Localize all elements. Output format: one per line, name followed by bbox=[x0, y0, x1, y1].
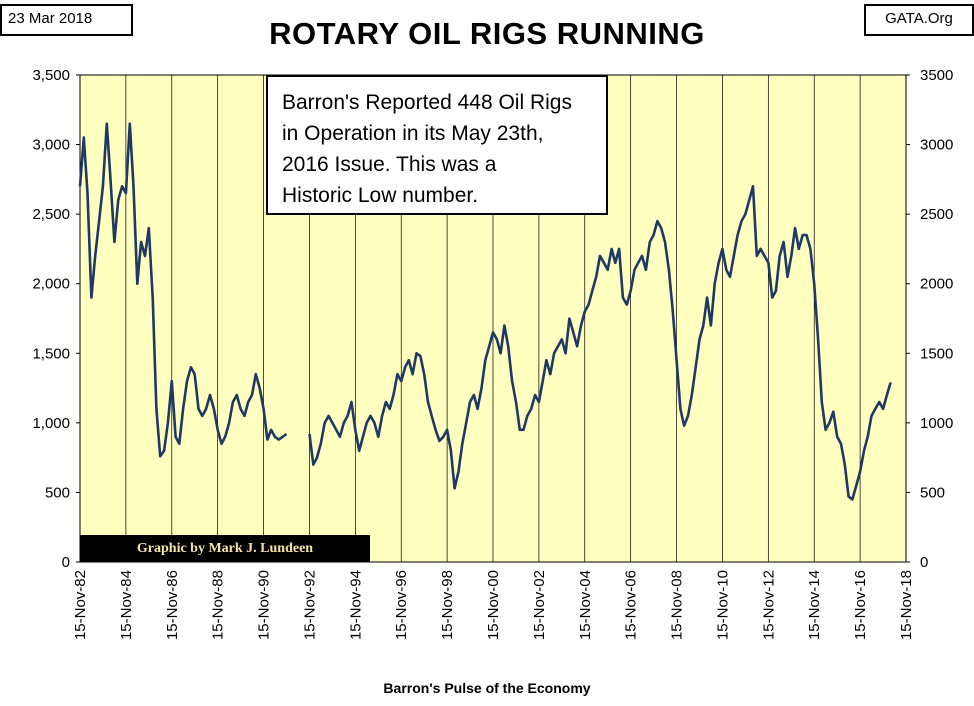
series-line bbox=[78, 122, 288, 458]
x-tick-label: 15-Nov-08 bbox=[669, 570, 686, 640]
y-tick-label-left: 0 bbox=[62, 554, 70, 571]
x-tick-label: 15-Nov-14 bbox=[806, 570, 823, 640]
credit-box: Graphic by Mark J. Lundeen bbox=[80, 535, 370, 562]
annotation-line: 2016 Issue. This was a bbox=[282, 153, 497, 176]
x-tick-label: 15-Nov-82 bbox=[72, 570, 89, 640]
x-tick-label: 15-Nov-02 bbox=[531, 570, 548, 640]
x-tick-label: 15-Nov-84 bbox=[118, 570, 135, 640]
x-tick-label: 15-Nov-16 bbox=[852, 570, 869, 640]
left-tick-labels: 0 500 1,000 1,500 2,000 2,500 3,000 3,500 bbox=[32, 67, 70, 571]
x-tick-label: 15-Nov-94 bbox=[347, 570, 364, 640]
x-tick-label: 15-Nov-18 bbox=[898, 570, 915, 640]
right-tick-labels: 0 500 1000 1500 2000 2500 3000 3500 bbox=[920, 67, 953, 571]
annotation-line: Historic Low number. bbox=[282, 184, 479, 207]
x-tick-label: 15-Nov-86 bbox=[164, 570, 181, 640]
annotation-line: in Operation in its May 23th, bbox=[282, 122, 544, 145]
y-tick-label-left: 1,500 bbox=[32, 345, 70, 362]
series-layer bbox=[78, 122, 892, 501]
x-tick-label: 15-Nov-12 bbox=[760, 570, 777, 640]
y-tick-label-right: 3500 bbox=[920, 67, 953, 84]
y-tick-label-right: 2000 bbox=[920, 276, 953, 293]
x-axis-title: Barron's Pulse of the Economy bbox=[383, 680, 591, 696]
y-tick-label-left: 500 bbox=[45, 484, 70, 501]
y-tick-label-right: 0 bbox=[920, 554, 928, 571]
x-tick-label: 15-Nov-04 bbox=[577, 570, 594, 640]
source-box: GATA.Org bbox=[864, 4, 974, 36]
chart-title: ROTARY OIL RIGS RUNNING bbox=[269, 16, 705, 51]
x-tick-label: 15-Nov-06 bbox=[623, 570, 640, 640]
y-tick-label-right: 1000 bbox=[920, 415, 953, 432]
x-tick-label: 15-Nov-90 bbox=[256, 570, 273, 640]
y-tick-label-left: 2,000 bbox=[32, 276, 70, 293]
y-tick-label-right: 500 bbox=[920, 484, 945, 501]
y-tick-label-left: 3,500 bbox=[32, 67, 70, 84]
annotation-line: Barron's Reported 448 Oil Rigs bbox=[282, 91, 572, 114]
y-tick-label-right: 3000 bbox=[920, 137, 953, 154]
y-tick-label-left: 1,000 bbox=[32, 415, 70, 432]
y-tick-label-right: 2500 bbox=[920, 206, 953, 223]
x-tick-labels: 15-Nov-82 15-Nov-84 15-Nov-86 15-Nov-88 15-N… bbox=[72, 570, 915, 640]
x-tick-label: 15-Nov-96 bbox=[393, 570, 410, 640]
x-tick-label: 15-Nov-10 bbox=[714, 570, 731, 640]
x-tick-label: 15-Nov-88 bbox=[210, 570, 227, 640]
x-tick-label: 15-Nov-00 bbox=[485, 570, 502, 640]
x-tick-label: 15-Nov-98 bbox=[439, 570, 456, 640]
x-tick-label: 15-Nov-92 bbox=[301, 570, 318, 640]
annotation-box: Barron's Reported 448 Oil Rigs in Operat… bbox=[266, 75, 608, 215]
series-line bbox=[308, 185, 892, 501]
y-tick-label-left: 2,500 bbox=[32, 206, 70, 223]
y-tick-label-right: 1500 bbox=[920, 345, 953, 362]
y-tick-label-left: 3,000 bbox=[32, 137, 70, 154]
date-box: 23 Mar 2018 bbox=[0, 4, 133, 36]
